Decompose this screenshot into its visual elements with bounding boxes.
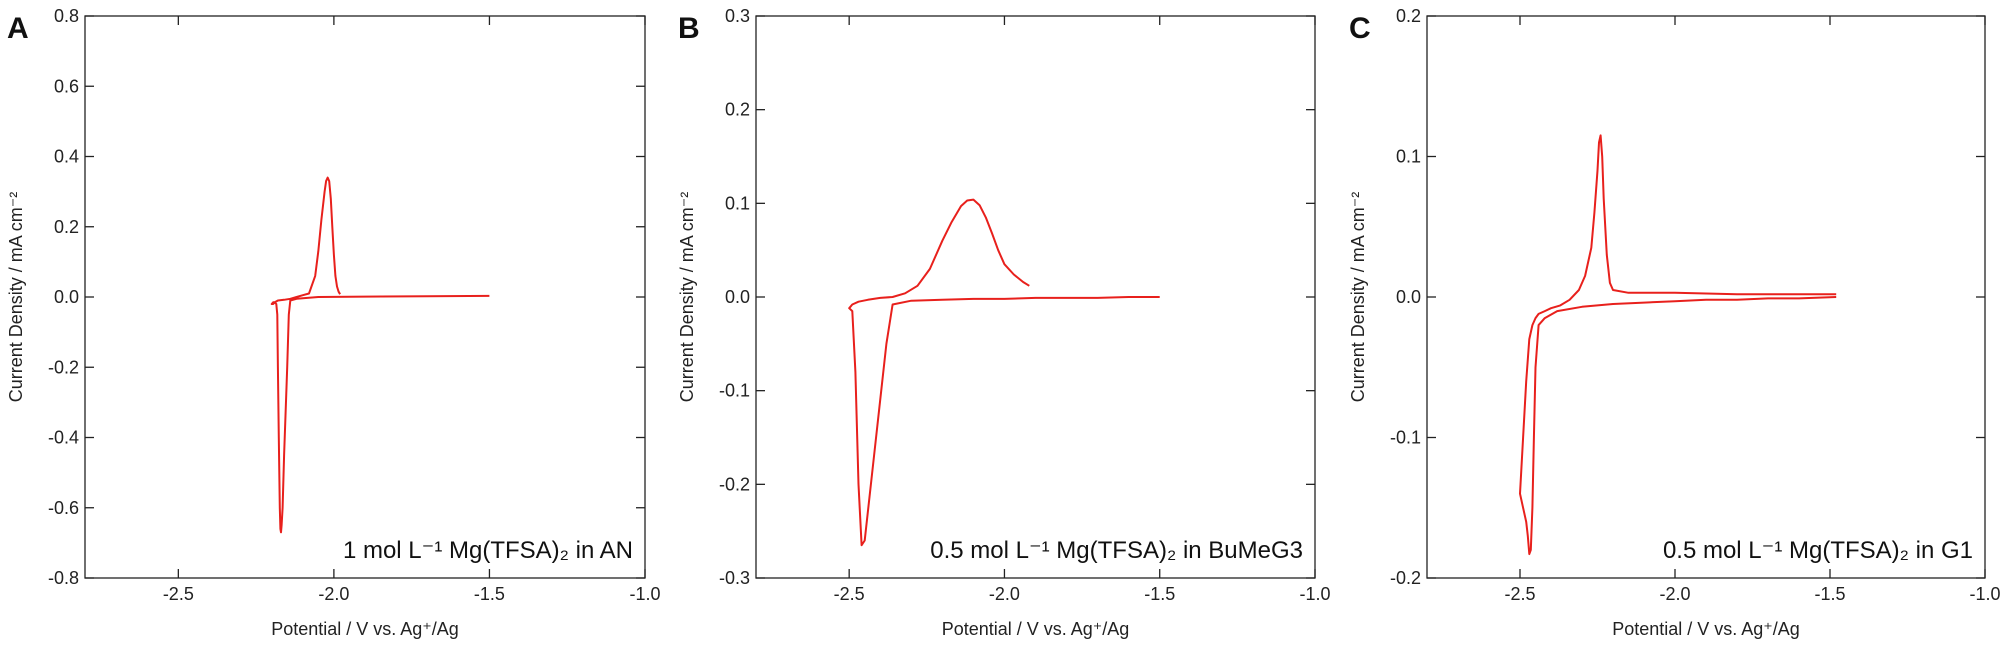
y-tick-label: -0.8 xyxy=(48,568,79,588)
y-tick-label: 0.2 xyxy=(1396,6,1421,26)
x-tick-label: -2.5 xyxy=(834,584,865,604)
y-tick-label: -0.1 xyxy=(1390,428,1421,448)
plot-frame xyxy=(1426,15,1986,579)
y-tick-label: 0.1 xyxy=(1396,147,1421,167)
y-tick-label: -0.2 xyxy=(48,357,79,377)
x-tick-label: -1.0 xyxy=(1969,584,2000,604)
panel-b: -2.5 -2.0 -1.5 -1.0 -0.3 -0.2 -0.1 0.0 0.1 0.2 0.3… xyxy=(677,6,1331,639)
y-tick-label: -0.6 xyxy=(48,498,79,518)
panel-letter: B xyxy=(678,12,700,45)
panel-letter: C xyxy=(1349,12,1371,45)
x-axis-label: Potential / V vs. Ag⁺/Ag xyxy=(1612,619,1800,639)
condition-annotation: 0.5 mol L⁻¹ Mg(TFSA)₂ in BuMeG3 xyxy=(930,537,1303,564)
panel-c: -2.5 -2.0 -1.5 -1.0 -0.2 -0.1 0.0 0.1 0.2 Potenti… xyxy=(1348,6,2001,639)
cv-curve xyxy=(1519,134,1837,556)
y-tick-label: 0.2 xyxy=(725,100,750,120)
y-tick-label: 0.6 xyxy=(54,76,79,96)
y-tick-label: -0.1 xyxy=(719,381,750,401)
y-tick-label: -0.2 xyxy=(719,474,750,494)
panel-letter: A xyxy=(7,12,29,45)
x-tick-label: -1.5 xyxy=(1144,584,1175,604)
y-tick-label: 0.8 xyxy=(54,6,79,26)
y-axis-label: Current Density / mA cm⁻² xyxy=(1348,192,1368,403)
condition-annotation: 0.5 mol L⁻¹ Mg(TFSA)₂ in G1 xyxy=(1663,537,1973,564)
x-axis-label: Potential / V vs. Ag⁺/Ag xyxy=(942,619,1130,639)
y-axis-label: Current Density / mA cm⁻² xyxy=(6,192,26,403)
x-tick-label: -2.0 xyxy=(318,584,349,604)
y-tick-label: 0.2 xyxy=(54,217,79,237)
x-tick-label: -2.0 xyxy=(1659,584,1690,604)
x-axis-label: Potential / V vs. Ag⁺/Ag xyxy=(271,619,459,639)
x-tick-label: -2.5 xyxy=(163,584,194,604)
x-tick-label: -2.0 xyxy=(989,584,1020,604)
y-tick-label: -0.4 xyxy=(48,428,79,448)
y-tick-label: -0.3 xyxy=(719,568,750,588)
y-tick-label: 0.0 xyxy=(1396,287,1421,307)
y-tick-label: 0.1 xyxy=(725,193,750,213)
y-tick-label: -0.2 xyxy=(1390,568,1421,588)
x-tick-label: -1.0 xyxy=(1299,584,1330,604)
cv-curve xyxy=(270,176,490,534)
cv-curve xyxy=(848,198,1160,547)
y-tick-label: 0.3 xyxy=(725,6,750,26)
x-tick-label: -2.5 xyxy=(1504,584,1535,604)
y-axis-label: Current Density / mA cm⁻² xyxy=(677,192,697,403)
y-tick-label: 0.0 xyxy=(725,287,750,307)
x-tick-label: -1.5 xyxy=(474,584,505,604)
y-tick-label: 0.4 xyxy=(54,147,79,167)
x-tick-label: -1.0 xyxy=(629,584,660,604)
condition-annotation: 1 mol L⁻¹ Mg(TFSA)₂ in AN xyxy=(343,537,633,564)
x-tick-label: -1.5 xyxy=(1814,584,1845,604)
panel-a: -2.5 -2.0 -1.5 -1.0 -0.8 -0.6 -0.4 -0.2 0.0 0.2 0.… xyxy=(6,6,661,639)
y-tick-label: 0.0 xyxy=(54,287,79,307)
